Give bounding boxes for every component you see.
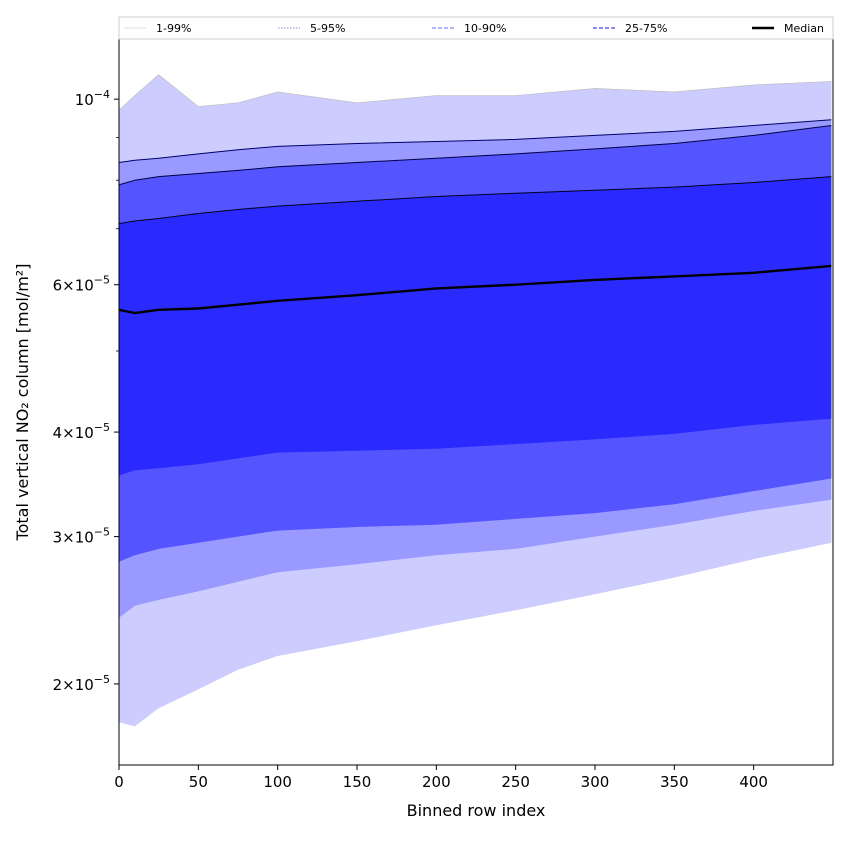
legend-label: 10-90%: [464, 22, 506, 35]
legend-label: Median: [784, 22, 824, 35]
y-tick-label: 10−4: [75, 88, 110, 109]
legend-label: 5-95%: [310, 22, 345, 35]
band-upper-edge-25-75%: [118, 176, 832, 225]
x-tick-label: 0: [114, 773, 124, 791]
x-tick-label: 300: [581, 773, 610, 791]
y-axis-title: Total vertical NO₂ column [mol/m²]: [13, 264, 32, 542]
percentile-bands: [118, 74, 832, 727]
x-axis-title: Binned row index: [407, 801, 546, 820]
x-tick-label: 400: [739, 773, 768, 791]
x-tick-label: 150: [343, 773, 372, 791]
x-tick-label: 50: [189, 773, 208, 791]
legend-label: 1-99%: [156, 22, 191, 35]
band-25-75%: [119, 176, 832, 476]
y-axis-ticks: 2×10−5 3×10−5 4×10−5 6×10−5 10−4: [53, 88, 119, 694]
band-upper-edge-1-99%: [118, 74, 832, 111]
y-tick-label: 2×10−5: [53, 673, 110, 694]
legend-label: 25-75%: [625, 22, 667, 35]
band-upper-edge-5-95%: [118, 119, 832, 163]
band-upper-edge-10-90%: [118, 125, 832, 186]
legend-box: [118, 16, 834, 40]
legend: 1-99% 5-95% 10-90% 25-75% Median: [118, 16, 834, 40]
y-tick-label: 4×10−5: [53, 421, 110, 442]
x-tick-label: 100: [263, 773, 292, 791]
x-tick-label: 200: [422, 773, 451, 791]
x-tick-label: 250: [501, 773, 530, 791]
median-layer: [118, 264, 832, 315]
x-axis-ticks: 0 50 100 150 200 250 300 350 400: [114, 765, 768, 791]
x-tick-label: 350: [660, 773, 689, 791]
y-tick-label: 3×10−5: [53, 526, 110, 547]
series-median: [118, 264, 832, 315]
y-tick-label: 6×10−5: [53, 274, 110, 295]
